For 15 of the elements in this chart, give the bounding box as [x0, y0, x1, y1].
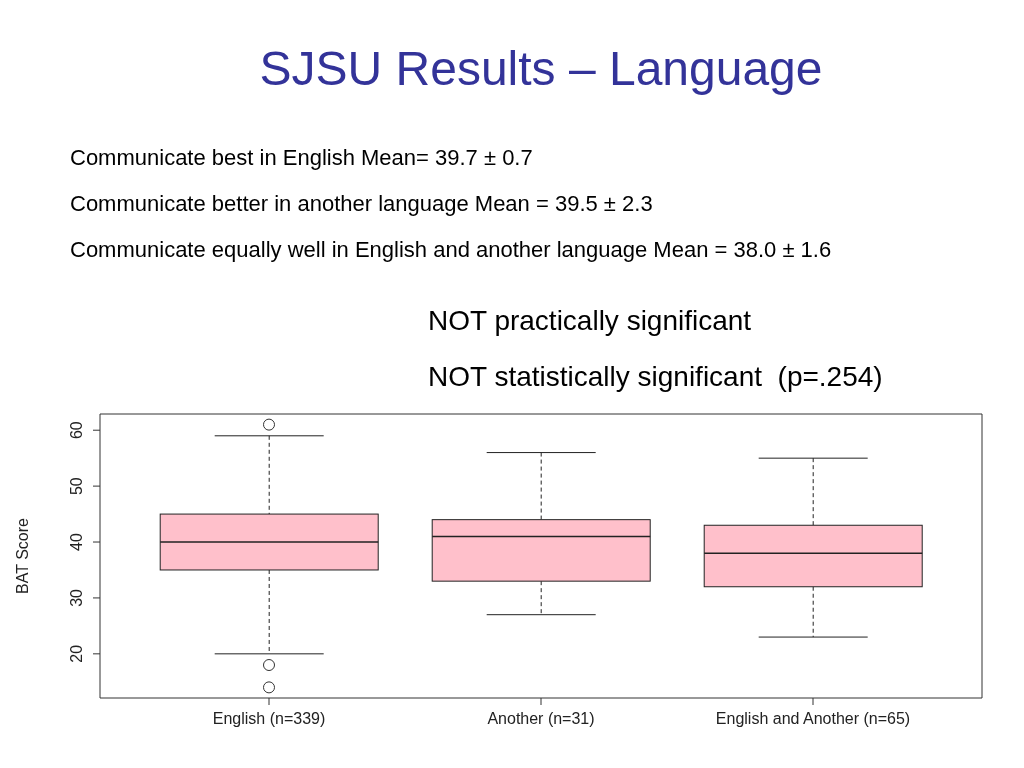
- x-tick-label: English (n=339): [212, 710, 326, 728]
- y-tick-label: 20: [68, 644, 85, 663]
- text: Communicate equally well in English and another language Mean = 38.0 ± 1.6: [70, 237, 832, 263]
- chart-title: SJSU Results – Language: [258, 41, 824, 97]
- text: NOT practically significant: [428, 304, 752, 338]
- y-axis-title: BAT Score: [13, 517, 31, 594]
- y-tick-label: 60: [68, 421, 85, 440]
- x-tick-label: English and Another (n=65): [715, 710, 911, 728]
- text: Communicate best in English Mean= 39.7 ± 0.7: [70, 145, 533, 171]
- y-tick-label: 40: [68, 533, 85, 551]
- x-tick-label: Another (n=31): [487, 710, 595, 728]
- text: Communicate better in another language Mean = 39.5 ± 2.3: [70, 191, 653, 217]
- y-tick-label: 50: [68, 477, 85, 496]
- text: NOT statistically significant (p=.254): [428, 360, 883, 394]
- y-tick-label: 30: [68, 588, 85, 607]
